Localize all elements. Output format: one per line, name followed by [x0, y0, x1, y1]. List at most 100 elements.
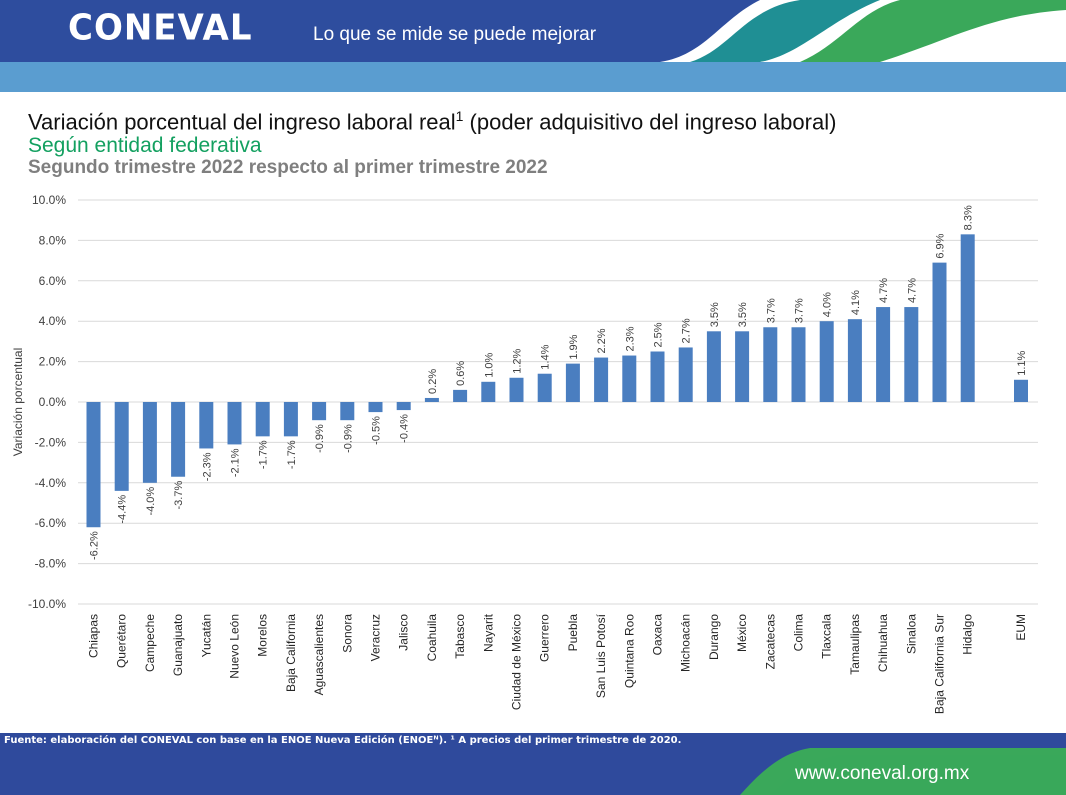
- x-tick-label: Durango: [707, 614, 721, 660]
- data-label: 1.0%: [483, 353, 495, 378]
- x-tick-label: Querétaro: [115, 614, 129, 668]
- data-label: -6.2%: [89, 531, 101, 560]
- data-label: 2.7%: [681, 318, 693, 343]
- bar: [142, 402, 157, 483]
- bar: [594, 357, 609, 402]
- y-tick-label: 6.0%: [39, 274, 67, 288]
- x-tick-label: EUM: [1014, 614, 1028, 641]
- x-tick-label: Jalisco: [397, 614, 411, 651]
- x-tick-label: Baja California: [284, 614, 298, 692]
- data-label: 2.2%: [596, 328, 608, 353]
- data-label: 3.5%: [737, 302, 749, 327]
- x-tick-label: Oaxaca: [651, 614, 665, 656]
- bar: [565, 363, 580, 402]
- data-label: 0.6%: [455, 361, 467, 386]
- chart-subtitle: Según entidad federativa: [28, 134, 262, 157]
- x-tick-label: Coahuila: [425, 614, 439, 662]
- bar: [509, 377, 524, 402]
- bar: [171, 402, 186, 477]
- x-tick-label: Yucatán: [199, 614, 213, 657]
- data-label: -0.9%: [342, 424, 354, 453]
- y-tick-label: 10.0%: [32, 193, 66, 207]
- header-banner: CONEVAL Lo que se mide se puede mejorar: [0, 0, 1066, 92]
- bar: [114, 402, 129, 491]
- chart-title-suffix: (poder adquisitivo del ingreso laboral): [463, 109, 837, 135]
- x-tick-label: Guerrero: [538, 614, 552, 662]
- x-tick-label: Campeche: [143, 614, 157, 672]
- y-tick-label: -10.0%: [28, 597, 66, 611]
- x-tick-label: Quintana Roo: [622, 614, 636, 688]
- bar: [227, 402, 242, 445]
- data-label: 4.7%: [878, 278, 890, 303]
- data-label: -2.3%: [201, 452, 213, 481]
- x-tick-label: Chiapas: [87, 614, 101, 658]
- y-tick-label: -2.0%: [35, 435, 67, 449]
- bar: [255, 402, 270, 437]
- bar: [340, 402, 355, 421]
- bar: [706, 331, 721, 402]
- header-tagline: Lo que se mide se puede mejorar: [313, 24, 597, 45]
- data-label: 4.1%: [850, 290, 862, 315]
- website-link[interactable]: www.coneval.org.mx: [795, 763, 970, 784]
- data-label: 3.7%: [794, 298, 806, 323]
- x-tick-label: Tamaulipas: [848, 614, 862, 675]
- x-tick-label: Baja California Sur: [933, 614, 947, 714]
- x-tick-label: Sinaloa: [904, 614, 918, 654]
- x-tick-label: Zacatecas: [763, 614, 777, 669]
- x-tick-label: Hidalgo: [961, 614, 975, 655]
- x-tick-label: Chihuahua: [876, 614, 890, 672]
- chart-title-text: Variación porcentual del ingreso laboral…: [28, 109, 456, 135]
- data-label: 6.9%: [935, 233, 947, 258]
- bar: [199, 402, 214, 449]
- bar: [453, 389, 468, 402]
- bar: [396, 402, 411, 411]
- bar: [537, 373, 552, 402]
- bar: [819, 321, 834, 402]
- x-tick-label: Morelos: [256, 614, 270, 657]
- data-label: -4.0%: [145, 487, 157, 516]
- bar: [960, 234, 975, 402]
- footer-background: [0, 733, 1066, 795]
- data-label: -1.7%: [286, 440, 298, 469]
- x-tick-label: Sonora: [340, 614, 354, 653]
- footer-banner: Fuente: elaboración del CONEVAL con base…: [0, 733, 1066, 795]
- data-label: 3.7%: [765, 298, 777, 323]
- data-label: 3.5%: [709, 302, 721, 327]
- x-tick-label: Michoacán: [679, 614, 693, 672]
- source-note: Fuente: elaboración del CONEVAL con base…: [4, 735, 682, 746]
- data-label: 1.4%: [540, 344, 552, 369]
- bar: [650, 351, 665, 402]
- chart-title: Variación porcentual del ingreso laboral…: [28, 108, 836, 135]
- title-footnote-marker: 1: [455, 108, 464, 124]
- x-tick-label: México: [735, 614, 749, 652]
- data-label: -4.4%: [117, 495, 129, 524]
- bar: [1014, 379, 1028, 402]
- bar-chart: 10.0% 8.0% 6.0% 4.0% 2.0% 0.0% -2.0% -4.0% -6.0%…: [11, 193, 1038, 714]
- x-tick-label: Ciudad de México: [510, 614, 524, 710]
- data-label: 2.3%: [624, 326, 636, 351]
- y-tick-label: -6.0%: [35, 516, 67, 530]
- x-tick-label: Guanajuato: [171, 614, 185, 676]
- x-tick-label: Nayarit: [481, 613, 495, 652]
- data-label: 1.9%: [568, 334, 580, 359]
- data-label: -0.9%: [314, 424, 326, 453]
- y-tick-label: 0.0%: [39, 395, 67, 409]
- y-tick-label: 8.0%: [39, 233, 67, 247]
- x-tick-label: Puebla: [566, 614, 580, 652]
- data-label: 4.7%: [906, 278, 918, 303]
- bar: [312, 402, 327, 421]
- y-tick-label: 4.0%: [39, 314, 67, 328]
- header-background: [0, 0, 1066, 92]
- y-axis-title: Variación porcentual: [11, 348, 25, 457]
- bar: [904, 307, 919, 402]
- data-label: 0.2%: [427, 369, 439, 394]
- x-tick-label: Aguascalientes: [312, 614, 326, 695]
- bar: [847, 319, 862, 402]
- bar: [735, 331, 750, 402]
- x-tick-label: Tabasco: [453, 614, 467, 659]
- bar: [763, 327, 778, 402]
- x-tick-label: Tlaxcala: [820, 614, 834, 659]
- data-label: -2.1%: [230, 448, 242, 477]
- data-label: 2.5%: [653, 322, 665, 347]
- data-label: -0.5%: [371, 416, 383, 445]
